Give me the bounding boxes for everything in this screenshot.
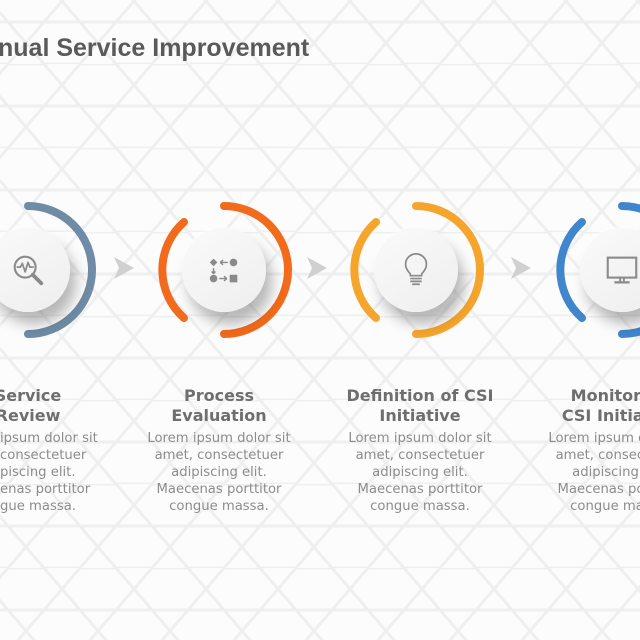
chevron-right-icon (114, 257, 134, 279)
icon-disc (374, 228, 458, 312)
lightbulb-icon (404, 253, 428, 286)
step-title: Process Evaluation (171, 386, 267, 425)
step-monitoring-csi-initiative (552, 200, 640, 340)
progress-ring (350, 202, 484, 338)
step-service-review (0, 200, 98, 340)
step-text-service-review: Service Review ipsum dolor sit consectet… (0, 386, 118, 515)
icon-disc (182, 228, 266, 312)
icon-disc (580, 228, 640, 312)
step-title: Service Review (0, 386, 62, 425)
step-title: Definition of CSI Initiative (346, 386, 494, 425)
step-description: Lorem ipsum dolor sit amet, consectetuer… (147, 431, 291, 514)
chevron-right-icon (307, 257, 327, 279)
step-text-definition-csi-initiative: Definition of CSI Initiative Lorem ipsum… (330, 386, 510, 515)
magnifier-pulse-icon (13, 255, 44, 286)
step-process-evaluation (154, 200, 294, 340)
chevron-right-icon (511, 257, 531, 279)
step-description: Lorem ipsum dolor sit amet, consectetuer… (548, 431, 640, 514)
step-title: Monitoring CSI Initiative (561, 386, 640, 425)
step-text-process-evaluation: Process Evaluation Lorem ipsum dolor sit… (129, 386, 309, 515)
monitor-icon (606, 256, 638, 284)
step-definition-csi-initiative (346, 200, 486, 340)
process-flow-icon (209, 258, 238, 283)
icon-disc (0, 228, 70, 312)
progress-ring (556, 202, 640, 338)
slide-title: nual Service Improvement (0, 34, 310, 62)
progress-ring (158, 202, 292, 338)
progress-ring (24, 202, 96, 338)
step-description: ipsum dolor sit consectetuer piscing eli… (0, 431, 98, 514)
step-description: Lorem ipsum dolor sit amet, consectetuer… (348, 431, 492, 514)
step-text-monitoring-csi-initiative: Monitoring CSI Initiative Lorem ipsum do… (530, 386, 640, 515)
